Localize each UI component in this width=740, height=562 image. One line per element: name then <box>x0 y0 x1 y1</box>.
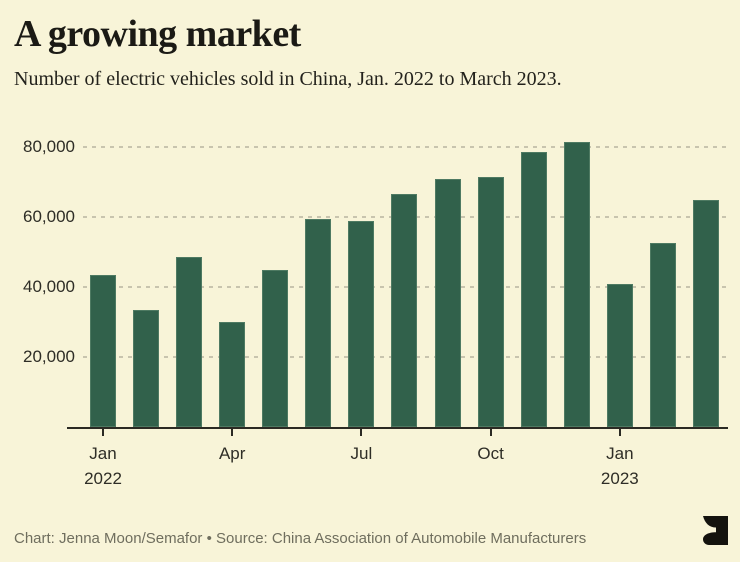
credit-line: Chart: Jenna Moon/Semafor • Source: Chin… <box>14 530 587 547</box>
bar-dec-2022 <box>563 141 590 427</box>
x-axis-label: Jul <box>316 441 406 466</box>
bar-may-2022 <box>262 269 289 427</box>
bar-nov-2022 <box>520 152 547 427</box>
x-axis-label-year: 2023 <box>600 469 639 488</box>
y-axis-label: 80,000 <box>23 137 75 156</box>
gridline <box>83 146 728 148</box>
x-axis-label: Apr <box>187 441 277 466</box>
x-axis-tick <box>489 429 492 436</box>
bar-jul-2022 <box>348 220 375 427</box>
semafor-logo-icon <box>703 516 728 545</box>
x-axis-label-month: Jan <box>89 444 117 463</box>
x-axis-line <box>67 427 728 429</box>
x-axis-tick <box>618 429 621 436</box>
x-axis-label: Jan 2022 <box>58 441 148 491</box>
x-axis-label: Oct <box>446 441 536 466</box>
x-axis-label-month: Jul <box>350 444 373 463</box>
bar-apr-2022 <box>219 322 246 427</box>
chart-subtitle: Number of electric vehicles sold in Chin… <box>14 68 562 90</box>
bar-feb-2022 <box>133 309 160 427</box>
x-axis-label-month: Jan <box>606 444 634 463</box>
chart-title: A growing market <box>14 13 301 55</box>
bar-aug-2022 <box>391 194 418 427</box>
x-axis-tick <box>102 429 104 436</box>
y-axis-label: 20,000 <box>23 347 75 366</box>
x-axis-label-year: 2022 <box>84 469 122 488</box>
bar-oct-2022 <box>477 176 504 427</box>
x-axis-label-month: Oct <box>477 444 504 463</box>
x-axis-label: Jan 2023 <box>575 441 665 491</box>
bar-jan-2022 <box>90 274 116 427</box>
bar-mar-2022 <box>176 257 203 427</box>
x-axis-label-month: Apr <box>218 444 246 463</box>
x-axis-tick <box>231 429 234 436</box>
bar-jan-2023 <box>606 283 633 427</box>
x-axis-tick <box>360 429 363 436</box>
y-axis-label: 40,000 <box>23 277 75 296</box>
bar-jun-2022 <box>305 218 332 427</box>
bar-mar-2023 <box>692 199 719 427</box>
bar-feb-2023 <box>649 243 676 427</box>
bar-sep-2022 <box>434 178 461 427</box>
y-axis-label: 60,000 <box>23 207 75 226</box>
